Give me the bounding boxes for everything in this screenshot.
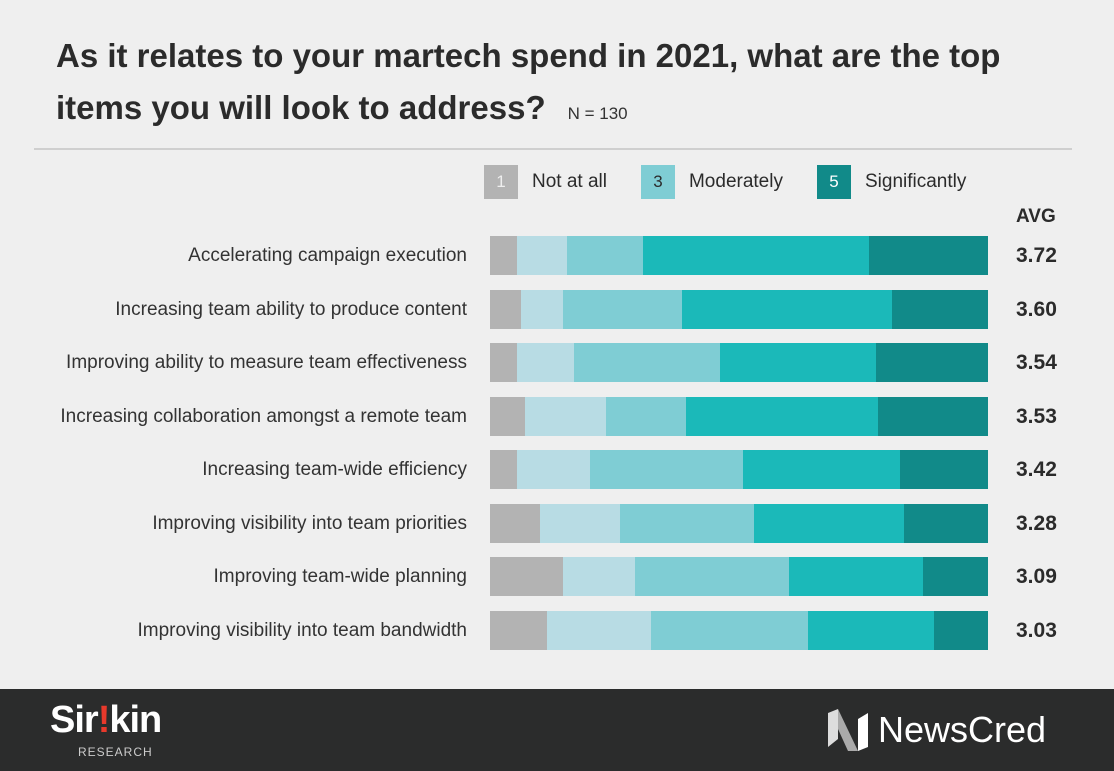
avg-value: 3.60 [1016, 297, 1057, 321]
title-text: As it relates to your martech spend in 2… [56, 37, 1001, 126]
avg-value: 3.42 [1016, 458, 1057, 481]
legend-swatch: 3 [640, 165, 675, 199]
avg-value: 3.54 [1016, 351, 1057, 374]
legend-label: Significantly [864, 171, 967, 192]
category-label: Increasing collaboration amongst a remot… [60, 405, 467, 427]
legend-item: 5 Significantly [816, 165, 967, 199]
stacked-bar [490, 343, 988, 382]
bar-segment-3 [563, 289, 682, 329]
bar-segment-5 [899, 450, 988, 489]
bar-segment-3 [566, 236, 644, 275]
bar-row: Increasing collaboration amongst a remot… [0, 396, 1114, 436]
sample-size: N = 130 [567, 104, 628, 123]
stacked-bar [490, 289, 988, 329]
bar-segment-2 [524, 396, 606, 436]
newscred-mark-icon [828, 709, 868, 751]
bar-segment-3 [650, 610, 808, 650]
bar-segment-4 [681, 289, 893, 329]
chart-title: As it relates to your martech spend in 2… [56, 30, 1056, 140]
avg-value: 3.28 [1016, 511, 1057, 535]
category-label: Improving team-wide planning [213, 566, 467, 587]
legend-label: Not at all [532, 171, 607, 192]
bar-segment-1 [490, 396, 525, 436]
bar-segment-2 [547, 610, 651, 650]
bar-segment-3 [589, 450, 743, 489]
bar-segment-3 [635, 557, 789, 596]
bar-row: Improving visibility into team bandwidth… [0, 610, 1114, 650]
bar-segment-5 [877, 396, 988, 436]
category-label: Improving ability to measure team effect… [66, 352, 467, 373]
avg-value: 3.09 [1016, 565, 1057, 588]
sirkin-logo: Sir!kin [50, 699, 162, 741]
stacked-bar [490, 610, 988, 650]
legend-item: 3 Moderately [640, 165, 783, 199]
avg-value: 3.53 [1016, 404, 1057, 428]
bar-segment-5 [903, 503, 988, 543]
bar-segment-5 [892, 289, 988, 329]
bar-segment-4 [719, 343, 877, 382]
footer: Sir!kin RESEARCH NewsCred [0, 689, 1114, 771]
category-label: Increasing team ability to produce conte… [115, 298, 467, 320]
avg-value: 3.72 [1016, 244, 1057, 267]
bar-segment-1 [490, 450, 517, 489]
legend-swatch: 5 [816, 165, 851, 199]
category-label: Increasing team-wide efficiency [202, 459, 467, 480]
bar-segment-2 [516, 236, 567, 275]
bar-segment-4 [643, 236, 870, 275]
stacked-bar [490, 557, 988, 596]
bar-segment-5 [922, 557, 988, 596]
stacked-bar [490, 450, 988, 489]
divider [34, 148, 1072, 150]
bar-segment-4 [807, 610, 935, 650]
bar-segment-3 [574, 343, 720, 382]
bar-segment-3 [605, 396, 687, 436]
stacked-bar [490, 396, 988, 436]
stacked-bar [490, 236, 988, 275]
bar-segment-5 [876, 343, 988, 382]
bar-segment-5 [869, 236, 988, 275]
bar-segment-1 [490, 289, 521, 329]
legend: 1 Not at all 3 Moderately 5 Significantly [484, 165, 1000, 199]
sirkin-subtitle: RESEARCH [78, 745, 153, 759]
category-label: Accelerating campaign execution [188, 245, 467, 266]
bar-segment-1 [490, 610, 548, 650]
bar-segment-1 [490, 557, 563, 596]
stacked-bar [490, 503, 988, 543]
bar-row: Improving team-wide planning 3.09 [0, 557, 1114, 596]
bar-segment-2 [539, 503, 621, 543]
legend-swatch: 1 [484, 165, 518, 199]
avg-header: AVG [1016, 206, 1056, 227]
bar-row: Increasing team-wide efficiency 3.42 [0, 450, 1114, 489]
category-label: Improving visibility into team bandwidth [137, 619, 468, 641]
bar-row: Improving ability to measure team effect… [0, 343, 1114, 382]
bar-segment-1 [490, 236, 517, 275]
legend-label: Moderately [688, 171, 783, 192]
bar-segment-2 [516, 450, 590, 489]
avg-value: 3.03 [1016, 618, 1057, 642]
category-label: Improving visibility into team prioritie… [152, 512, 467, 534]
bar-segment-4 [686, 396, 878, 436]
bar-row: Increasing team ability to produce conte… [0, 289, 1114, 329]
bar-segment-1 [490, 343, 517, 382]
bar-segment-3 [620, 503, 755, 543]
bar-segment-4 [754, 503, 904, 543]
bar-segment-4 [742, 450, 900, 489]
bar-row: Accelerating campaign execution 3.72 [0, 236, 1114, 275]
bar-segment-2 [520, 289, 564, 329]
bar-segment-2 [516, 343, 575, 382]
bar-row: Improving visibility into team prioritie… [0, 503, 1114, 543]
bar-segment-4 [788, 557, 923, 596]
bar-segment-5 [934, 610, 988, 650]
bar-segment-1 [490, 503, 540, 543]
bar-segment-2 [562, 557, 636, 596]
legend-item: 1 Not at all [484, 165, 607, 199]
newscred-logo: NewsCred [828, 709, 1046, 751]
newscred-wordmark: NewsCred [878, 709, 1047, 750]
